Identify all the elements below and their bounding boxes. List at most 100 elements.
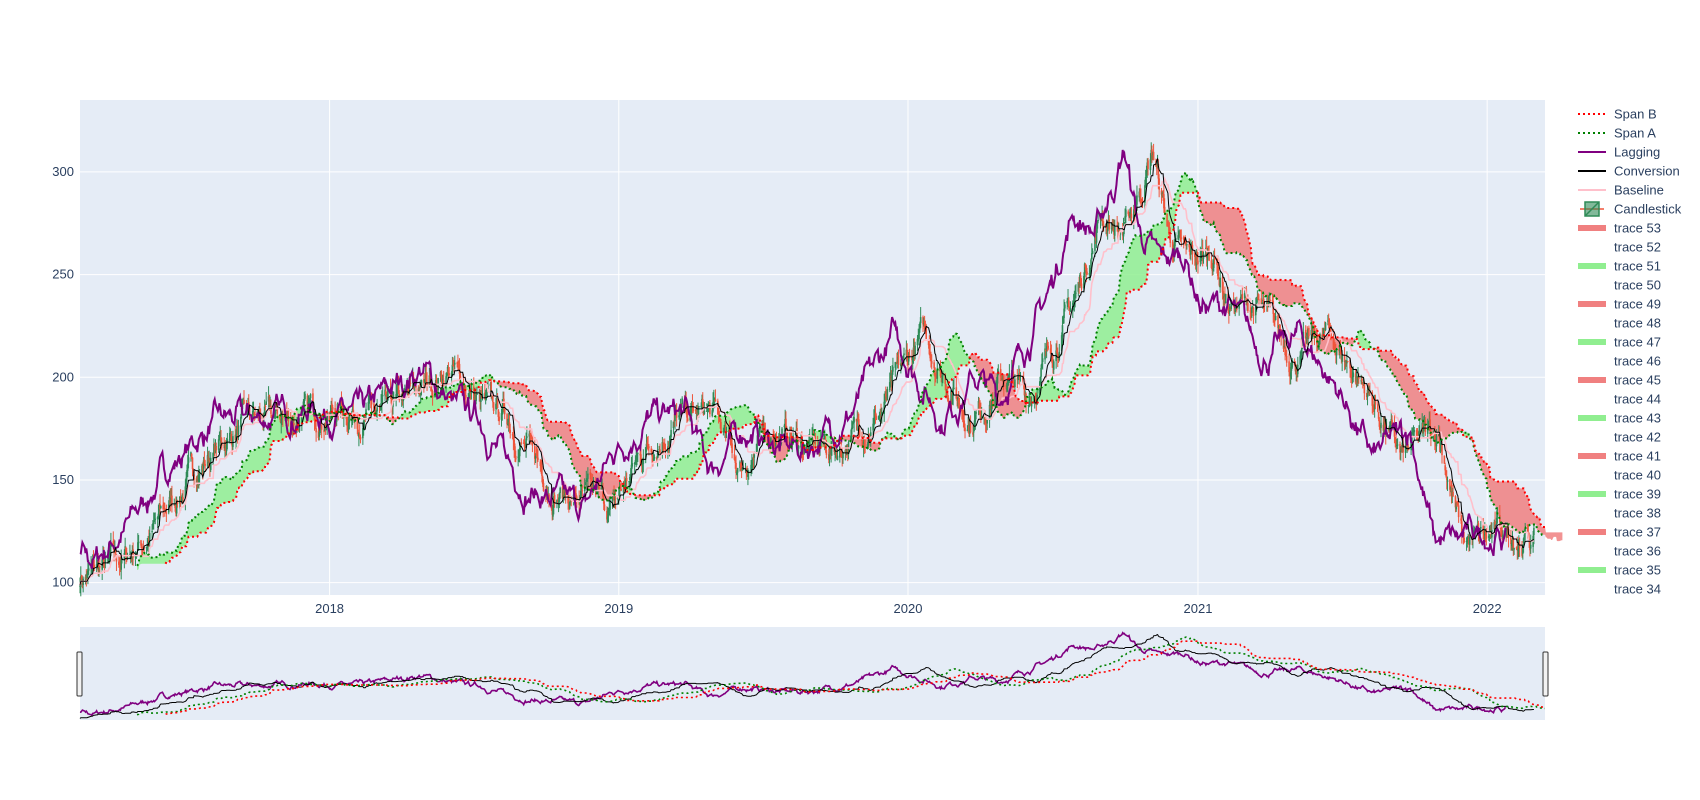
legend-item[interactable]: trace 43 xyxy=(1578,411,1661,426)
candle-body xyxy=(1249,310,1252,312)
legend-item[interactable]: trace 45 xyxy=(1578,373,1661,388)
legend-label: trace 37 xyxy=(1614,525,1661,540)
candle-body xyxy=(386,393,389,398)
candle-body xyxy=(1241,293,1244,300)
candle-body xyxy=(1179,230,1182,239)
candle-body xyxy=(756,435,759,445)
candle-body xyxy=(951,394,954,405)
legend-item[interactable]: trace 38 xyxy=(1614,506,1661,521)
legend-item[interactable]: trace 49 xyxy=(1578,297,1661,312)
candle-body xyxy=(237,425,240,434)
legend-item[interactable]: Candlestick xyxy=(1580,201,1682,217)
candle-body xyxy=(852,422,855,424)
range-slider[interactable] xyxy=(76,627,1549,720)
candle-body xyxy=(1007,380,1009,383)
legend-item[interactable]: trace 44 xyxy=(1614,392,1661,407)
candle-body xyxy=(984,418,987,423)
candle-body xyxy=(537,457,539,460)
candle-body xyxy=(839,446,841,458)
candle-body xyxy=(1328,325,1331,327)
candle-body xyxy=(1041,358,1044,362)
candle-body xyxy=(796,428,798,441)
legend-item[interactable]: trace 51 xyxy=(1578,259,1661,274)
range-slider-right-handle[interactable] xyxy=(1542,651,1549,697)
candle-body xyxy=(1304,329,1307,340)
legend-item[interactable]: trace 46 xyxy=(1614,354,1661,369)
candle-body xyxy=(396,387,398,396)
candle-body xyxy=(881,411,883,416)
legend-label: trace 51 xyxy=(1614,259,1661,274)
candle-body xyxy=(734,458,737,463)
candle-body xyxy=(1158,178,1160,190)
legend-item[interactable]: trace 47 xyxy=(1578,335,1661,350)
candle-body xyxy=(1402,444,1404,453)
legend-item[interactable]: trace 42 xyxy=(1614,430,1661,445)
candle-body xyxy=(884,393,887,397)
legend-item[interactable]: Baseline xyxy=(1578,183,1664,198)
candle-body xyxy=(1193,253,1196,257)
legend-item[interactable]: trace 53 xyxy=(1578,221,1661,236)
legend-label: trace 43 xyxy=(1614,411,1661,426)
candle-body xyxy=(585,479,588,483)
legend-item[interactable]: trace 35 xyxy=(1578,563,1661,578)
legend[interactable]: Span B Span A Lagging Conversion Baseline Can… xyxy=(1578,107,1682,597)
candle-body xyxy=(539,461,542,466)
legend-item[interactable]: Span A xyxy=(1578,126,1656,141)
candle-body xyxy=(248,406,251,415)
legend-item[interactable]: trace 50 xyxy=(1614,278,1661,293)
lagging-line xyxy=(79,149,1507,570)
candle-body xyxy=(645,443,648,449)
candle-body xyxy=(395,394,397,399)
candle-body xyxy=(869,432,872,439)
legend-item[interactable]: trace 39 xyxy=(1578,487,1661,502)
legend-item[interactable]: Lagging xyxy=(1578,145,1660,160)
legend-item[interactable]: trace 48 xyxy=(1614,316,1661,331)
candle-body xyxy=(1500,530,1503,537)
candle-body xyxy=(961,410,964,414)
candle-body xyxy=(404,388,406,391)
candle-body xyxy=(1006,382,1008,391)
candle-body xyxy=(1008,373,1011,378)
legend-item[interactable]: trace 34 xyxy=(1614,582,1661,597)
candle-body xyxy=(303,400,306,404)
candle-body xyxy=(714,399,717,402)
candle-body xyxy=(1526,527,1529,533)
candle-body xyxy=(869,438,871,441)
legend-item[interactable]: trace 41 xyxy=(1578,449,1661,464)
candle-body xyxy=(1213,259,1215,268)
legend-item[interactable]: Conversion xyxy=(1578,164,1680,179)
candle-body xyxy=(345,414,348,420)
candle-body xyxy=(390,391,393,404)
candle-body xyxy=(459,372,462,385)
candle-body xyxy=(293,422,295,426)
candle-body xyxy=(691,403,694,405)
legend-item[interactable]: trace 52 xyxy=(1614,240,1661,255)
legend-item[interactable]: trace 37 xyxy=(1578,525,1661,540)
candle-body xyxy=(1440,442,1443,444)
legend-item[interactable]: trace 40 xyxy=(1614,468,1661,483)
candle-body xyxy=(1389,422,1392,426)
candle-body xyxy=(1517,549,1519,551)
candle-body xyxy=(362,428,364,439)
bearish-cloud-fill xyxy=(1375,347,1464,443)
legend-item[interactable]: Span B xyxy=(1578,107,1657,122)
candle-body xyxy=(1294,364,1297,372)
candle-body xyxy=(600,487,603,490)
candle-body xyxy=(497,409,500,418)
range-slider-left-handle[interactable] xyxy=(76,651,83,697)
candle-body xyxy=(484,393,487,399)
candle-body xyxy=(530,435,532,437)
candle-body xyxy=(619,487,622,490)
candle-body xyxy=(1456,501,1458,506)
candle-body xyxy=(1443,455,1446,464)
candle-body xyxy=(739,463,742,470)
candle-body xyxy=(773,439,775,443)
candle-body xyxy=(648,446,650,449)
candle-body xyxy=(1296,364,1299,375)
candle-body xyxy=(918,330,920,340)
candle-body xyxy=(217,439,220,450)
legend-item[interactable]: trace 36 xyxy=(1614,544,1661,559)
candle-body xyxy=(491,394,494,403)
candle-body xyxy=(1061,325,1064,337)
